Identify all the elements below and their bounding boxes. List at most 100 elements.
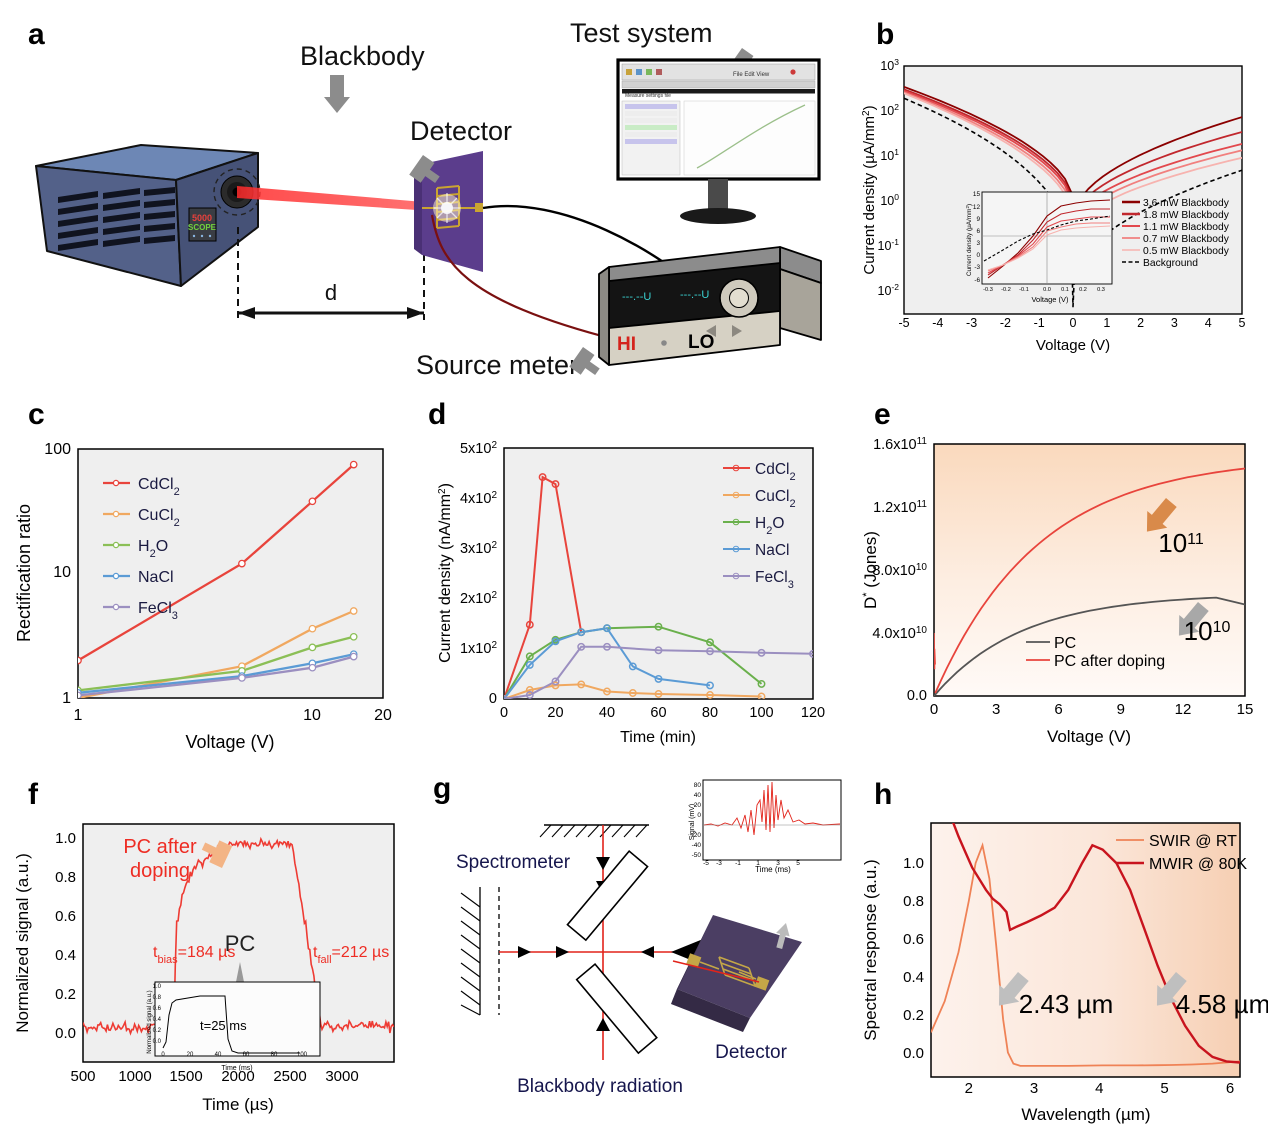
svg-text:Spectrometer: Spectrometer (456, 852, 571, 873)
svg-text:0.0: 0.0 (903, 1045, 924, 1062)
svg-text:100: 100 (749, 705, 773, 721)
svg-text:6: 6 (1054, 701, 1062, 718)
svg-text:-20: -20 (692, 832, 702, 839)
svg-text:3: 3 (992, 701, 1000, 718)
svg-text:102: 102 (880, 102, 899, 118)
svg-text:40: 40 (694, 792, 702, 799)
svg-text:4.0x1010: 4.0x1010 (872, 625, 927, 643)
svg-text:10: 10 (53, 564, 71, 581)
svg-text:0: 0 (1070, 316, 1077, 330)
svg-text:0.4: 0.4 (55, 947, 76, 964)
svg-text:Spectral response (a.u.): Spectral response (a.u.) (861, 859, 880, 1040)
svg-text:-6: -6 (974, 277, 980, 284)
svg-text:-5: -5 (898, 316, 909, 330)
svg-text:NaCl: NaCl (755, 542, 789, 559)
svg-text:0.2: 0.2 (153, 1028, 162, 1034)
svg-text:0.0: 0.0 (1043, 287, 1051, 293)
svg-text:120: 120 (801, 705, 825, 721)
svg-text:20: 20 (374, 707, 392, 724)
svg-text:10: 10 (303, 707, 321, 724)
svg-text:-0.2: -0.2 (1001, 287, 1011, 293)
svg-text:15: 15 (1237, 701, 1254, 718)
svg-text:0.2: 0.2 (1079, 287, 1087, 293)
svg-text:PC: PC (225, 931, 256, 956)
svg-text:0.0: 0.0 (55, 1025, 76, 1042)
svg-text:-5: -5 (703, 860, 709, 867)
svg-text:2: 2 (1137, 316, 1144, 330)
svg-text:20: 20 (187, 1052, 194, 1058)
svg-text:HI: HI (617, 334, 636, 355)
svg-text:101: 101 (880, 147, 899, 163)
svg-text:0.6: 0.6 (153, 1006, 162, 1012)
svg-text:0.6: 0.6 (55, 908, 76, 925)
svg-text:PC after doping: PC after doping (1054, 653, 1165, 670)
svg-text:12: 12 (973, 204, 981, 211)
svg-text:1x102: 1x102 (460, 640, 497, 658)
svg-text:6: 6 (976, 228, 980, 235)
svg-text:40: 40 (599, 705, 615, 721)
svg-text:Blackbody: Blackbody (300, 41, 425, 71)
svg-text:100: 100 (880, 192, 899, 208)
svg-text:1.0: 1.0 (153, 984, 162, 990)
svg-text:100: 100 (297, 1052, 308, 1058)
svg-text:2: 2 (965, 1080, 973, 1097)
svg-text:2.43 µm: 2.43 µm (1019, 989, 1113, 1019)
svg-text:0: 0 (697, 812, 701, 819)
svg-text:3: 3 (976, 240, 980, 247)
svg-text:Normalized signal (a.u.): Normalized signal (a.u.) (13, 853, 32, 1033)
svg-text:0.0: 0.0 (153, 1039, 162, 1045)
svg-text:4: 4 (1095, 1080, 1103, 1097)
svg-text:-3: -3 (716, 860, 722, 867)
svg-text:5x102: 5x102 (460, 440, 497, 458)
svg-text:Blackbody radiation: Blackbody radiation (517, 1076, 683, 1097)
svg-text:MWIR @ 80K: MWIR @ 80K (1149, 856, 1247, 873)
svg-text:-50: -50 (692, 852, 702, 859)
svg-text:3000: 3000 (325, 1068, 358, 1085)
svg-text:LO: LO (688, 332, 714, 353)
svg-text:500: 500 (70, 1068, 95, 1085)
svg-text:-3: -3 (974, 264, 980, 271)
svg-text:5: 5 (1239, 316, 1246, 330)
svg-text:20: 20 (547, 705, 563, 721)
svg-text:Measure settings file: Measure settings file (625, 93, 671, 99)
svg-text:Time (µs): Time (µs) (202, 1095, 274, 1114)
svg-text:Wavelength (µm): Wavelength (µm) (1021, 1105, 1150, 1124)
svg-text:D* (Jones): D* (Jones) (861, 531, 880, 609)
svg-text:1: 1 (756, 860, 760, 867)
svg-text:60: 60 (650, 705, 666, 721)
svg-text:Source meter: Source meter (416, 350, 578, 380)
svg-text:3: 3 (776, 860, 780, 867)
svg-text:9: 9 (1117, 701, 1125, 718)
svg-text:10-2: 10-2 (878, 282, 900, 298)
svg-text:1000: 1000 (118, 1068, 151, 1085)
svg-text:4x102: 4x102 (460, 490, 497, 508)
svg-text:Time (ms): Time (ms) (755, 865, 791, 874)
svg-text:-3: -3 (966, 316, 977, 330)
svg-text:4.58 µm: 4.58 µm (1176, 989, 1268, 1019)
svg-text:Time (ms): Time (ms) (221, 1065, 252, 1072)
svg-text:0.5 mW Blackbody: 0.5 mW Blackbody (1143, 246, 1230, 257)
svg-text:6: 6 (1226, 1080, 1234, 1097)
svg-text:5: 5 (796, 860, 800, 867)
svg-text:4: 4 (1205, 316, 1212, 330)
svg-text:1.2x1011: 1.2x1011 (873, 499, 927, 517)
svg-text:1.0: 1.0 (55, 830, 76, 847)
svg-text:-40: -40 (692, 842, 702, 849)
svg-text:Background: Background (1143, 258, 1198, 269)
svg-text:-0.3: -0.3 (983, 287, 993, 293)
svg-text:80: 80 (702, 705, 718, 721)
svg-text:0.7 mW Blackbody: 0.7 mW Blackbody (1143, 234, 1230, 245)
svg-text:15: 15 (973, 191, 981, 198)
svg-text:3: 3 (1171, 316, 1178, 330)
svg-text:10-1: 10-1 (878, 237, 900, 253)
svg-text:1: 1 (1103, 316, 1110, 330)
svg-text:t=25 ms: t=25 ms (200, 1018, 247, 1033)
svg-text:SCOPE: SCOPE (188, 223, 217, 232)
svg-text:0.2: 0.2 (903, 1007, 924, 1024)
svg-text:0.6: 0.6 (903, 931, 924, 948)
svg-text:1: 1 (74, 707, 83, 724)
svg-text:0.4: 0.4 (153, 1017, 162, 1023)
svg-text:Voltage (V): Voltage (V) (1031, 295, 1069, 304)
svg-text:0: 0 (930, 701, 938, 718)
svg-text:-4: -4 (932, 316, 943, 330)
